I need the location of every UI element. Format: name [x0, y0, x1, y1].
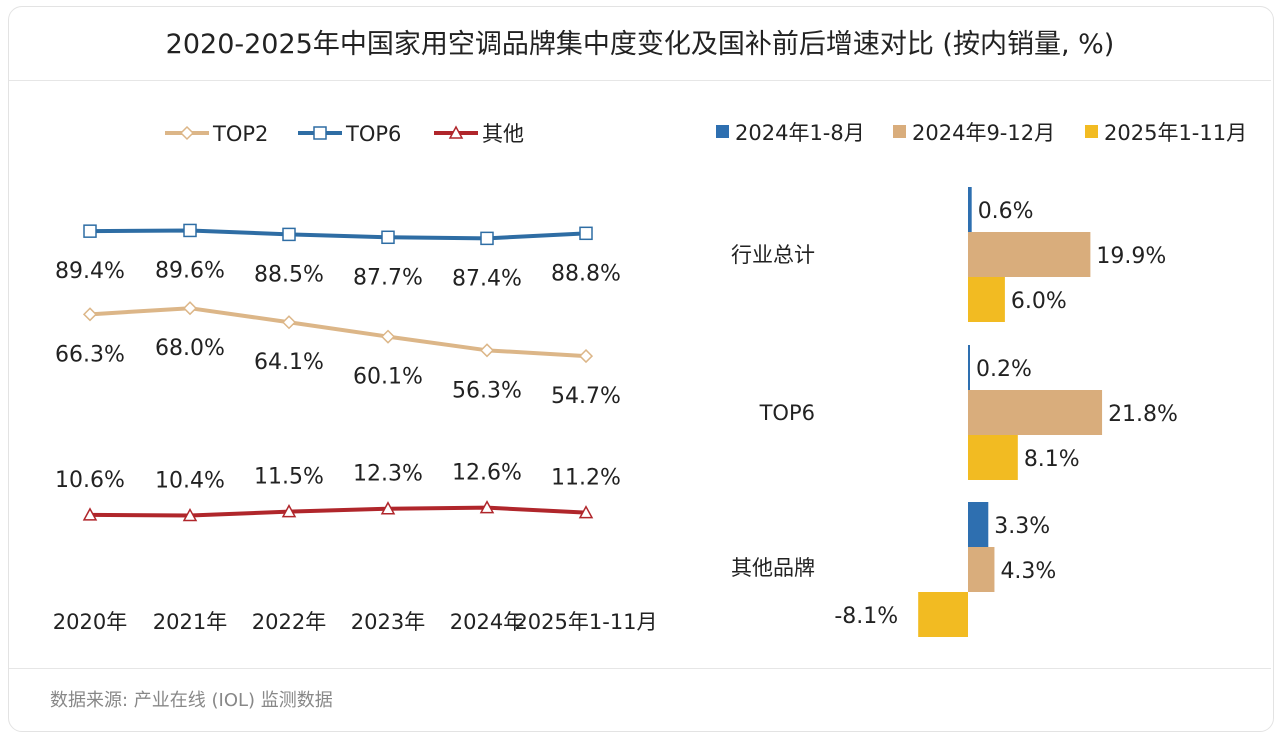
data-label: 87.7%: [353, 265, 423, 290]
bar: [968, 187, 972, 232]
data-point: [282, 227, 296, 242]
data-point: [578, 505, 594, 519]
data-point: [82, 507, 98, 521]
data-point: [83, 224, 97, 238]
y-category-label: TOP6: [759, 401, 815, 425]
chart-card: [8, 6, 1274, 732]
legend-marker-icon: [179, 125, 195, 141]
data-label: 88.5%: [254, 262, 324, 287]
legend-label: 2025年1-11月: [1104, 121, 1247, 145]
y-category-label: 其他品牌: [731, 556, 815, 580]
data-point: [380, 501, 396, 515]
bar-value-label: 6.0%: [1011, 289, 1067, 314]
bar-value-label: 8.1%: [1024, 447, 1080, 472]
data-point: [579, 226, 593, 241]
legend-label: 其他: [482, 122, 524, 146]
bar-value-label: 3.3%: [994, 514, 1050, 539]
data-point: [182, 507, 198, 522]
legend-marker-icon: [448, 125, 464, 139]
data-label: 89.6%: [155, 258, 225, 283]
bar: [968, 277, 1005, 322]
legend-marker-icon: [313, 126, 327, 140]
data-point: [182, 301, 198, 316]
legend-swatch: [716, 125, 729, 138]
data-label: 68.0%: [155, 336, 225, 361]
data-label: 12.6%: [452, 461, 522, 486]
data-label: 11.5%: [254, 465, 324, 490]
data-point: [479, 343, 495, 358]
data-point: [183, 223, 197, 238]
data-point: [578, 349, 594, 364]
bar-value-label: 0.2%: [976, 357, 1032, 382]
data-label: 56.3%: [452, 378, 522, 403]
data-point: [281, 315, 297, 330]
legend-swatch: [1085, 125, 1098, 138]
data-label: 87.4%: [452, 266, 522, 291]
data-point: [82, 307, 98, 322]
legend-label: TOP6: [345, 122, 401, 146]
x-tick-label: 2025年1-11月: [514, 610, 657, 634]
y-category-label: 行业总计: [731, 243, 815, 267]
data-label: 89.4%: [55, 259, 125, 284]
bar-value-label: 4.3%: [1000, 559, 1056, 584]
data-label: 12.3%: [353, 462, 423, 487]
series-line-TOP6: [89, 228, 587, 241]
data-point: [479, 500, 495, 514]
data-point: [480, 231, 494, 246]
data-label: 66.3%: [55, 342, 125, 367]
data-label: 54.7%: [551, 384, 621, 409]
legend-label: 2024年1-8月: [735, 121, 865, 145]
x-tick-label: 2021年: [153, 610, 227, 634]
legend-label: 2024年9-12月: [912, 121, 1055, 145]
bar-value-label: -8.1%: [834, 604, 898, 629]
bar: [968, 390, 1103, 435]
legend-label: TOP2: [212, 122, 268, 146]
data-label: 10.6%: [55, 468, 125, 493]
bar-value-label: 21.8%: [1108, 402, 1178, 427]
bar-value-label: 0.6%: [978, 199, 1034, 224]
data-point: [281, 504, 297, 518]
data-label: 88.8%: [551, 261, 621, 286]
bar: [968, 232, 1091, 277]
data-point: [380, 329, 396, 344]
bar: [968, 435, 1018, 480]
bar: [968, 547, 995, 592]
data-label: 11.2%: [551, 466, 621, 491]
bar-value-label: 19.9%: [1096, 244, 1166, 269]
footer-divider: [9, 668, 1271, 669]
x-tick-label: 2024年: [450, 610, 524, 634]
x-tick-label: 2022年: [252, 610, 326, 634]
data-point: [381, 230, 395, 245]
bar: [918, 592, 968, 637]
source-note: 数据来源: 产业在线 (IOL) 监测数据: [50, 690, 333, 711]
x-tick-label: 2020年: [53, 610, 127, 634]
bar: [968, 345, 970, 390]
header-divider: [9, 80, 1271, 81]
x-tick-label: 2023年: [351, 610, 425, 634]
data-label: 60.1%: [353, 365, 423, 390]
data-label: 10.4%: [155, 469, 225, 494]
series-line-TOP2: [89, 306, 587, 359]
chart-title: 2020-2025年中国家用空调品牌集中度变化及国补前后增速对比 (按内销量, …: [165, 29, 1115, 60]
series-line-其他: [89, 505, 587, 518]
legend-swatch: [893, 125, 906, 138]
data-label: 64.1%: [254, 350, 324, 375]
bar: [968, 502, 989, 547]
